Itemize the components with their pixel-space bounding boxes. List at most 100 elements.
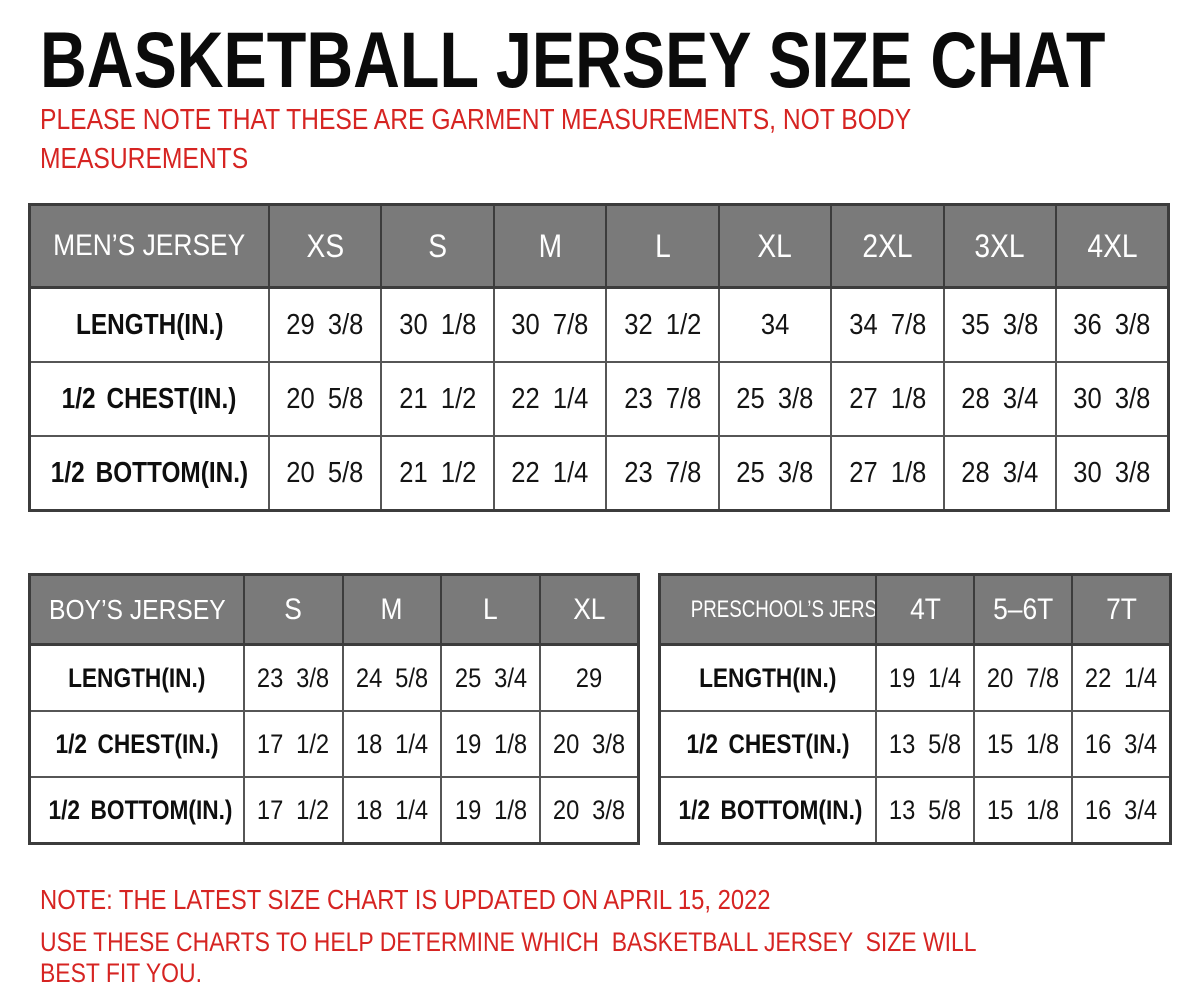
cell-text: LENGTH(IN.) bbox=[68, 662, 206, 693]
cell-text: L bbox=[483, 592, 498, 626]
measurement-row: LENGTH(IN.) 19 1/4 20 7/8 22 1/4 bbox=[658, 643, 1172, 712]
row-label-cell: 1/2 BOTTOM(IN.) bbox=[28, 776, 245, 845]
size-header-cell: S bbox=[380, 203, 495, 289]
value-cell: 22 1/4 bbox=[492, 435, 608, 512]
cell-text: 1/2 CHEST(IN.) bbox=[55, 728, 219, 759]
size-header-cell: XL bbox=[538, 573, 640, 646]
value-cell: 20 7/8 bbox=[973, 643, 1074, 712]
measurement-row: 1/2 BOTTOM(IN.) 20 5/8 21 1/2 22 1/4 23 7/8 2… bbox=[28, 435, 1170, 512]
cell-text: 1/2 BOTTOM(IN.) bbox=[50, 456, 249, 489]
size-header-cell: S bbox=[243, 573, 344, 646]
cell-text: BOY’S JERSEY bbox=[48, 593, 226, 625]
value-cell: 27 1/8 bbox=[830, 361, 945, 437]
cell-text: 34 7/8 bbox=[848, 308, 926, 341]
value-cell: 13 5/8 bbox=[874, 710, 976, 778]
cell-text: LENGTH(IN.) bbox=[699, 662, 837, 693]
cell-text: 4T bbox=[909, 592, 941, 626]
value-cell: 20 3/8 bbox=[538, 776, 640, 845]
cell-text: 23 7/8 bbox=[623, 382, 702, 415]
cell-text: 18 1/4 bbox=[355, 728, 429, 759]
cell-text: 16 3/4 bbox=[1085, 728, 1158, 759]
value-cell: 30 3/8 bbox=[1055, 435, 1170, 512]
cell-text: 29 3/8 bbox=[286, 308, 364, 341]
measurement-row: LENGTH(IN.) 29 3/8 30 1/8 30 7/8 32 1/2 34 34 … bbox=[28, 286, 1170, 363]
size-header-cell: 4T bbox=[874, 573, 976, 646]
value-cell: 32 1/2 bbox=[605, 286, 720, 363]
size-header-cell: M bbox=[492, 203, 608, 289]
cell-text: 1/2 CHEST(IN.) bbox=[686, 728, 850, 759]
row-label-cell: 1/2 BOTTOM(IN.) bbox=[28, 435, 270, 512]
size-header-cell: 3XL bbox=[942, 203, 1058, 289]
cell-text: 29 bbox=[575, 662, 603, 693]
cell-text: 16 3/4 bbox=[1085, 794, 1158, 825]
value-cell: 15 1/8 bbox=[973, 776, 1074, 845]
cell-text: S bbox=[428, 227, 448, 264]
boys-table-title-cell: BOY’S JERSEY bbox=[28, 573, 245, 646]
cell-text: 1/2 CHEST(IN.) bbox=[62, 382, 237, 415]
value-cell: 23 7/8 bbox=[605, 361, 720, 437]
value-cell: 19 1/4 bbox=[874, 643, 976, 712]
value-cell: 28 3/4 bbox=[942, 361, 1058, 437]
value-cell: 24 5/8 bbox=[341, 643, 443, 712]
measurement-row: 1/2 BOTTOM(IN.) 17 1/2 18 1/4 19 1/8 20 3/8 bbox=[28, 776, 640, 845]
cell-text: 20 5/8 bbox=[286, 456, 364, 489]
cell-text: 17 1/2 bbox=[257, 728, 330, 759]
size-header-cell: L bbox=[440, 573, 541, 646]
cell-text: 23 7/8 bbox=[623, 456, 702, 489]
cell-text: 25 3/8 bbox=[736, 382, 814, 415]
row-label-cell: LENGTH(IN.) bbox=[658, 643, 877, 712]
cell-text: 28 3/4 bbox=[961, 382, 1039, 415]
cell-text: 25 3/4 bbox=[454, 662, 527, 693]
value-cell: 19 1/8 bbox=[440, 710, 541, 778]
cell-text: 27 1/8 bbox=[848, 382, 926, 415]
value-cell: 34 bbox=[717, 286, 833, 363]
row-label-cell: LENGTH(IN.) bbox=[28, 643, 245, 712]
cell-text: 32 1/2 bbox=[623, 308, 702, 341]
cell-text: 30 1/8 bbox=[399, 308, 477, 341]
size-header-cell: 2XL bbox=[830, 203, 945, 289]
value-cell: 34 7/8 bbox=[830, 286, 945, 363]
size-header-cell: 4XL bbox=[1055, 203, 1170, 289]
page-title: BASKETBALL JERSEY SIZE CHAT bbox=[40, 15, 1106, 104]
cell-text: 34 bbox=[760, 308, 790, 341]
value-cell: 21 1/2 bbox=[380, 435, 495, 512]
cell-text: 2XL bbox=[862, 227, 913, 264]
value-cell: 30 7/8 bbox=[492, 286, 608, 363]
value-cell: 25 3/8 bbox=[717, 361, 833, 437]
size-header-cell: L bbox=[605, 203, 720, 289]
cell-text: 1/2 BOTTOM(IN.) bbox=[48, 794, 233, 825]
cell-text: LENGTH(IN.) bbox=[75, 308, 224, 341]
cell-text: 13 5/8 bbox=[888, 794, 962, 825]
update-date-note: NOTE: THE LATEST SIZE CHART IS UPDATED O… bbox=[40, 884, 771, 915]
size-header-cell: XL bbox=[717, 203, 833, 289]
measurement-row: LENGTH(IN.) 23 3/8 24 5/8 25 3/4 29 bbox=[28, 643, 640, 712]
cell-text: MEN’S JERSEY bbox=[53, 229, 246, 262]
value-cell: 36 3/8 bbox=[1055, 286, 1170, 363]
cell-text: 1/2 BOTTOM(IN.) bbox=[678, 794, 863, 825]
cell-text: PRESCHOOL’S JERSEY bbox=[690, 595, 876, 623]
mens-table-title-cell: MEN’S JERSEY bbox=[28, 203, 270, 289]
value-cell: 16 3/4 bbox=[1071, 710, 1172, 778]
row-label-cell: 1/2 BOTTOM(IN.) bbox=[658, 776, 877, 845]
cell-text: 23 3/8 bbox=[257, 662, 330, 693]
value-cell: 23 3/8 bbox=[243, 643, 344, 712]
cell-text: 30 3/8 bbox=[1073, 456, 1151, 489]
value-cell: 18 1/4 bbox=[341, 710, 443, 778]
cell-text: 36 3/8 bbox=[1073, 308, 1151, 341]
cell-text: 3XL bbox=[974, 227, 1025, 264]
cell-text: 21 1/2 bbox=[399, 382, 477, 415]
value-cell: 19 1/8 bbox=[440, 776, 541, 845]
cell-text: 25 3/8 bbox=[736, 456, 814, 489]
cell-text: 4XL bbox=[1086, 227, 1138, 264]
cell-text: XL bbox=[572, 592, 606, 626]
value-cell: 16 3/4 bbox=[1071, 776, 1172, 845]
value-cell: 21 1/2 bbox=[380, 361, 495, 437]
value-cell: 25 3/4 bbox=[440, 643, 541, 712]
cell-text: 22 1/4 bbox=[1085, 662, 1158, 693]
cell-text: 35 3/8 bbox=[961, 308, 1039, 341]
cell-text: 30 3/8 bbox=[1073, 382, 1151, 415]
cell-text: 21 1/2 bbox=[399, 456, 477, 489]
cell-text: 19 1/8 bbox=[454, 728, 527, 759]
cell-text: 24 5/8 bbox=[355, 662, 429, 693]
